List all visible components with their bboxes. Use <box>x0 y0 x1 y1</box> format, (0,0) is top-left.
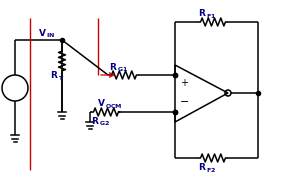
Text: $\mathbf{G1}$: $\mathbf{G1}$ <box>117 65 128 73</box>
Text: $\mathbf{T}$: $\mathbf{T}$ <box>58 74 64 82</box>
Text: $\mathbf{R}$: $\mathbf{R}$ <box>198 8 207 19</box>
Text: $\mathbf{V}$: $\mathbf{V}$ <box>38 26 47 38</box>
Text: $\mathbf{R}$: $\mathbf{R}$ <box>109 61 118 72</box>
Text: $\mathbf{F1}$: $\mathbf{F1}$ <box>206 12 216 20</box>
Text: $\mathbf{R}$: $\mathbf{R}$ <box>91 114 100 125</box>
Text: $\mathbf{G2}$: $\mathbf{G2}$ <box>99 119 110 127</box>
Text: $\mathbf{IN}$: $\mathbf{IN}$ <box>46 31 55 39</box>
Text: +: + <box>180 78 188 88</box>
Text: $\mathbf{R}$: $\mathbf{R}$ <box>50 70 59 81</box>
Text: $\mathbf{R}$: $\mathbf{R}$ <box>198 162 207 173</box>
Text: $\mathbf{F2}$: $\mathbf{F2}$ <box>206 166 216 174</box>
Text: $\mathbf{OCM}$: $\mathbf{OCM}$ <box>105 102 123 110</box>
Text: −: − <box>180 97 189 107</box>
Text: $\mathbf{V}$: $\mathbf{V}$ <box>97 98 106 109</box>
